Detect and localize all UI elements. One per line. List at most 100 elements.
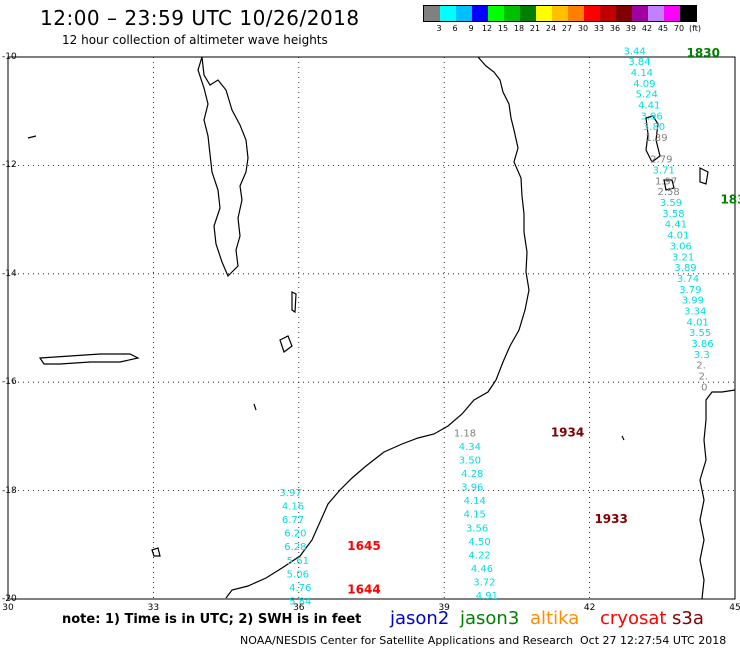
coastlines xyxy=(27,56,736,600)
scale-swatch xyxy=(440,6,456,21)
africa-coastline xyxy=(225,56,530,599)
scale-label: 6 xyxy=(452,24,458,33)
scale-swatch xyxy=(536,6,552,21)
scale-swatch xyxy=(680,6,696,21)
swh-value: 3.21 xyxy=(672,252,694,263)
y-tick-label: -16 xyxy=(2,377,17,388)
x-tick-label: 33 xyxy=(147,603,160,613)
swh-value: 3.80 xyxy=(643,122,665,133)
scale-label: 39 xyxy=(625,24,637,33)
swh-value: 5.24 xyxy=(636,90,658,101)
swh-value: 4.41 xyxy=(665,220,687,231)
scale-label: 12 xyxy=(481,24,493,33)
swh-value: 3.34 xyxy=(684,306,706,317)
swh-value: 4.01 xyxy=(687,317,709,328)
swh-value: 1.18 xyxy=(454,428,476,439)
swh-value: 3.99 xyxy=(682,296,704,307)
comoros-island-2 xyxy=(663,179,675,191)
swh-value: 5.06 xyxy=(287,569,309,580)
swh-value: 4.14 xyxy=(464,496,486,507)
swh-value: 4.46 xyxy=(471,564,493,575)
swh-value: 4.15 xyxy=(464,510,486,521)
pass-time-label: 1934 xyxy=(551,425,584,439)
pass-time-label: 1830 xyxy=(687,46,720,60)
x-tick-label: 30 xyxy=(2,603,14,613)
swh-value: 4.91 xyxy=(476,591,498,602)
swh-value: 1.97 xyxy=(655,176,677,187)
y-tick-label: -20 xyxy=(2,594,17,604)
legend-cryosat: cryosat xyxy=(600,608,667,629)
legend-s3a: s3a xyxy=(672,608,704,629)
pass-time-label: 1831 xyxy=(720,192,740,206)
y-tick-label: -10 xyxy=(2,52,17,62)
footer-timestamp: Oct 27 12:27:54 UTC 2018 xyxy=(580,634,727,647)
swh-value: 6.77 xyxy=(282,515,304,526)
swh-value: 5.61 xyxy=(287,556,309,567)
pass-time-label: 1645 xyxy=(347,539,380,553)
swh-value: 2.58 xyxy=(657,187,679,198)
x-tick-label: 39 xyxy=(438,603,450,613)
swh-value: 4.76 xyxy=(289,583,311,594)
swh-value: 3.50 xyxy=(459,456,481,467)
swh-value: 3.56 xyxy=(466,523,488,534)
x-tick-label: 42 xyxy=(583,603,596,613)
swh-value: 3.96 xyxy=(640,111,662,122)
scale-label: 3 xyxy=(436,24,442,33)
swh-value: 4.16 xyxy=(282,502,304,513)
grid-lines xyxy=(7,56,736,600)
color-scale: 3 6 9 12 15 18 21 24 27 30 33 36 39 42 45 70 (ft) xyxy=(423,5,701,36)
scale-swatch xyxy=(648,6,664,21)
swh-value: 3.89 xyxy=(674,263,696,274)
lake-shore-west xyxy=(38,353,140,365)
swh-value: 2.79 xyxy=(650,155,672,166)
mayotte-island xyxy=(699,167,709,185)
swh-value: 3.97 xyxy=(279,488,301,499)
scale-label: 18 xyxy=(513,24,525,33)
swh-value: 3.72 xyxy=(473,577,495,588)
swh-value: 4.22 xyxy=(468,550,490,561)
y-tick-label: -14 xyxy=(2,268,17,279)
small-island-b xyxy=(291,291,297,314)
small-mark-a xyxy=(27,135,37,139)
madagascar-coast xyxy=(699,389,736,600)
swh-value: 4.34 xyxy=(459,442,481,453)
small-mark-b xyxy=(253,403,257,411)
scale-label: 24 xyxy=(545,24,557,33)
scale-label: 9 xyxy=(468,24,474,33)
scale-swatch xyxy=(664,6,680,21)
scale-label: 27 xyxy=(561,24,573,33)
swh-value: 4.28 xyxy=(461,469,483,480)
y-tick-label: -12 xyxy=(2,160,17,171)
x-tick-label: 36 xyxy=(293,603,305,613)
swh-value: 2. xyxy=(696,361,706,372)
legend-jason3: jason3 xyxy=(460,608,520,629)
scale-swatch xyxy=(456,6,472,21)
scale-swatch xyxy=(616,6,632,21)
swh-value: 3.84 xyxy=(628,57,650,68)
scale-swatch xyxy=(552,6,568,21)
swh-value: 3.58 xyxy=(662,209,684,220)
color-scale-swatches xyxy=(423,5,697,22)
swh-value: 4.50 xyxy=(468,537,490,548)
scale-swatch xyxy=(600,6,616,21)
scale-swatch xyxy=(584,6,600,21)
legend-jason2: jason2 xyxy=(390,608,450,629)
pass-time-label: 1933 xyxy=(594,512,627,526)
lake-malawi xyxy=(197,56,249,278)
scale-swatch xyxy=(568,6,584,21)
legend-note: note: 1) Time is in UTC; 2) SWH is in fe… xyxy=(62,612,362,627)
scale-label: 33 xyxy=(593,24,605,33)
swh-value: 3.96 xyxy=(461,483,483,494)
swh-readings: 3.443.844.144.095.244.413.963.801.392.79… xyxy=(279,46,713,607)
scale-swatch xyxy=(488,6,504,21)
swh-value: 4.09 xyxy=(633,79,655,90)
swh-value: 3.55 xyxy=(689,328,711,339)
scale-label: (ft) xyxy=(688,24,702,33)
x-tick-label: 45 xyxy=(729,603,740,613)
swh-value: 6.28 xyxy=(284,542,306,553)
swh-value: 3.3 xyxy=(694,350,710,361)
swh-value: 4.14 xyxy=(631,68,653,79)
swh-value: 3.06 xyxy=(670,241,692,252)
swh-value: 3.44 xyxy=(624,46,646,57)
